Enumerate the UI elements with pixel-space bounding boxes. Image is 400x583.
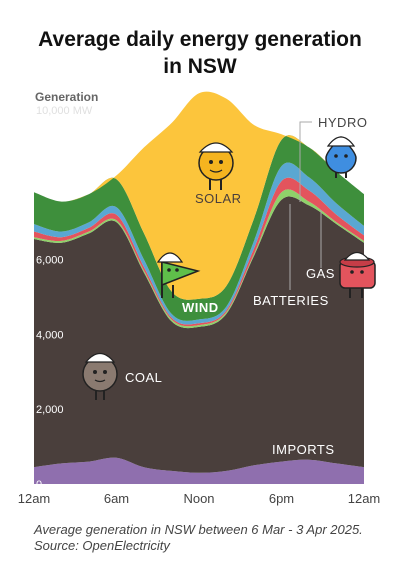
x-tick-label: 6am: [104, 491, 129, 506]
solar-mascot-icon: [198, 142, 234, 190]
area-solar: [34, 91, 364, 300]
y-tick-label: 4,000: [36, 329, 64, 341]
area-layers: [34, 91, 364, 484]
x-tick-label: 12am: [348, 491, 381, 506]
chart-title-line1: Average daily energy generation: [38, 28, 362, 51]
x-tick-label: Noon: [183, 491, 214, 506]
wind-mascot-icon: [156, 252, 201, 298]
imports-label: IMPORTS: [272, 442, 335, 457]
y-axis-ticks: 0 2,000 4,000 6,000 8,000 10,000 MW: [36, 105, 93, 491]
footer-source: Source: OpenElectricity: [34, 538, 170, 553]
hydro-leader-line: [299, 121, 312, 202]
chart-title: Average daily energy generation in NSW: [0, 26, 400, 80]
coal-mascot-icon: [82, 352, 118, 400]
coal-label: COAL: [125, 370, 162, 385]
hydro-label: HYDRO: [318, 115, 367, 130]
y-tick-label: 2,000: [36, 404, 64, 416]
y-tick-label: 0: [36, 479, 42, 491]
chart-title-line2: in NSW: [163, 55, 237, 78]
x-tick-label: 12am: [18, 491, 51, 506]
chart-footer: Average generation in NSW between 6 Mar …: [34, 522, 384, 554]
area-wind: [34, 135, 364, 321]
hydro-mascot-icon: [325, 135, 357, 178]
y-tick-label: 8,000: [36, 180, 64, 192]
gas-label: GAS: [306, 266, 335, 281]
wind-label: WIND: [182, 300, 219, 315]
y-tick-label: 10,000 MW: [36, 105, 93, 117]
area-imports: [34, 457, 364, 484]
gas-mascot-icon: [339, 251, 376, 298]
solar-label: SOLAR: [195, 191, 242, 206]
y-tick-label: 6,000: [36, 255, 64, 267]
y-axis-label: Generation: [35, 90, 98, 104]
footer-note: Average generation in NSW between 6 Mar …: [34, 522, 363, 537]
x-tick-label: 6pm: [269, 491, 294, 506]
area-coal: [34, 196, 364, 473]
batteries-label: BATTERIES: [253, 293, 329, 308]
x-axis-ticks: 12am 6am Noon 6pm 12am: [18, 491, 381, 506]
area-gas: [34, 177, 364, 327]
